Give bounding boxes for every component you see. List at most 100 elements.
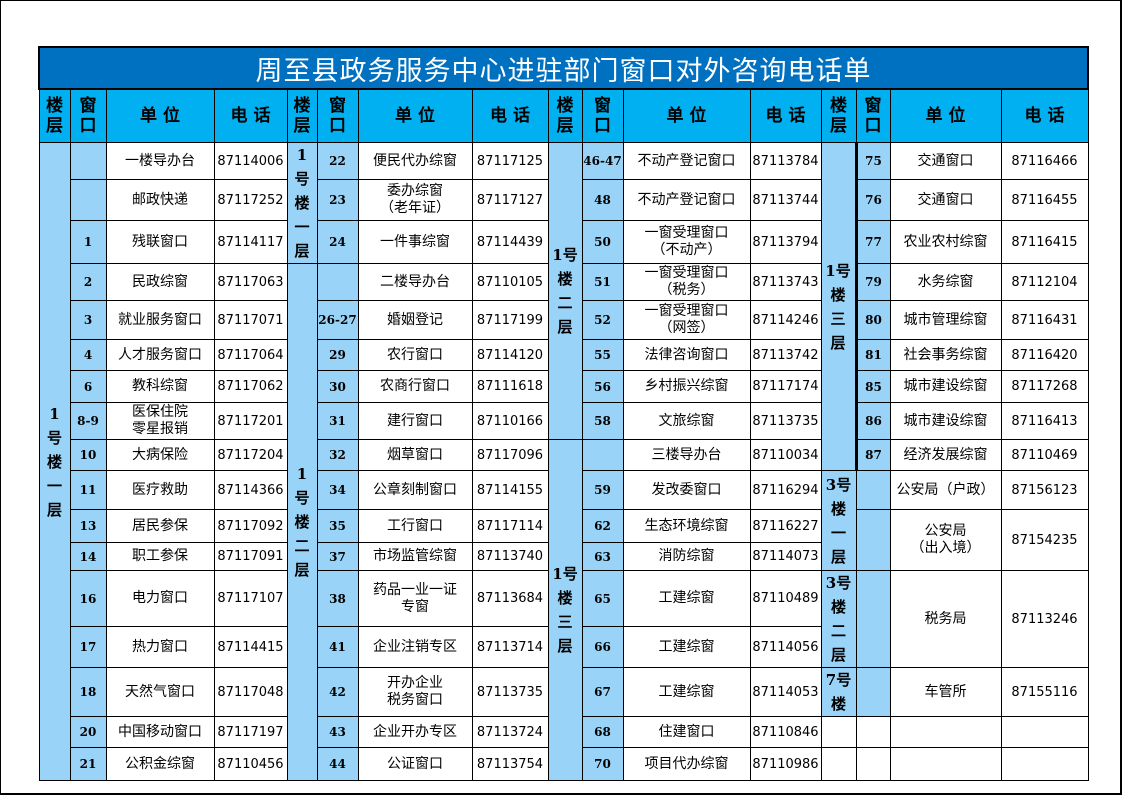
phone-number: 87110489 — [749, 569, 822, 628]
window-number — [855, 747, 891, 781]
table-row: 1号楼一层 一楼导办台 87114006 1号楼一层 22 便民代办综窗 87117125 1… — [38, 141, 1089, 781]
table-row: 18 天然气窗口 87117048 42 开办企业 税务窗口 87113735 67 工建综窗… — [39, 667, 1089, 717]
phone-number: 87110034 — [749, 439, 822, 471]
window-number — [855, 470, 891, 510]
window-number: 76 — [854, 179, 891, 222]
unit-name: 市场监管综窗 — [357, 542, 473, 571]
phone-number: 87116413 — [1000, 402, 1089, 440]
phone-number: 87117125 — [471, 141, 549, 181]
unit-name: 住建窗口 — [622, 716, 751, 748]
phone-number: 87110469 — [1000, 439, 1089, 471]
window-number: 79 — [854, 263, 891, 301]
window-number: 38 — [316, 569, 359, 628]
phone-number — [1000, 747, 1089, 781]
phone-number: 87117174 — [749, 370, 822, 403]
table-row: 6 教科综窗 87117062 30 农商行窗口 87111618 56 乡村振兴综窗 8711… — [39, 370, 1089, 403]
header-phone: 电 话 — [1000, 88, 1089, 143]
unit-name: 天然气窗口 — [105, 667, 215, 717]
header-window: 窗口 — [316, 88, 359, 143]
phone-number: 87113246 — [1000, 570, 1089, 668]
phone-number: 87117127 — [471, 179, 549, 222]
phone-number: 87117092 — [213, 509, 288, 543]
window-number: 70 — [581, 747, 624, 781]
floor-label: 1号楼二层 — [286, 263, 318, 781]
phone-number: 87114056 — [749, 626, 822, 668]
phone-number: 87114053 — [749, 667, 822, 717]
window-number — [855, 509, 891, 571]
window-number: 48 — [581, 179, 624, 222]
phone-number: 87113744 — [749, 179, 822, 222]
table-row: 8-9 医保住院 零星报销 87117201 31 建行窗口 87110166 58 文旅综窗… — [39, 402, 1089, 440]
floor-label: 1号楼一层 — [286, 142, 318, 264]
window-number — [581, 439, 624, 471]
phone-number: 87110986 — [749, 747, 822, 781]
phone-number: 87113754 — [471, 747, 549, 781]
unit-name: 职工参保 — [105, 542, 215, 571]
unit-name: 医疗救助 — [105, 470, 215, 510]
window-number: 6 — [69, 370, 107, 403]
window-number: 35 — [316, 509, 359, 543]
floor-label — [820, 716, 857, 748]
page-title: 周至县政务服务中心进驻部门窗口对外咨询电话单 — [38, 46, 1089, 90]
phone-number: 87110105 — [471, 263, 549, 301]
window-number: 81 — [854, 339, 891, 371]
phone-number: 87116466 — [1000, 141, 1089, 181]
unit-name — [889, 747, 1002, 781]
phone-number: 87110166 — [471, 402, 549, 440]
window-number: 34 — [316, 470, 359, 510]
phone-number: 87113735 — [471, 667, 549, 717]
window-number: 41 — [316, 626, 359, 668]
floor-label: 1号楼三层 — [820, 142, 857, 471]
unit-name: 公积金综窗 — [105, 747, 215, 781]
header-window: 窗口 — [855, 88, 891, 143]
table-row: 邮政快递 87117252 23 委办综窗 （老年证） 87117127 48 不动产登记窗… — [39, 179, 1089, 222]
table-row: 16 电力窗口 87117107 38 药品一业一证 专窗 87113684 65 工建综窗 8… — [39, 569, 1089, 668]
window-number: 10 — [69, 439, 107, 471]
window-number: 75 — [854, 141, 891, 181]
unit-name: 工建综窗 — [622, 569, 751, 628]
phone-number — [1000, 716, 1089, 748]
table-row: 13 居民参保 87117092 35 工行窗口 87117114 62 生态环境综窗 8711… — [39, 509, 1089, 571]
window-number: 66 — [581, 626, 624, 668]
unit-name: 工建综窗 — [622, 626, 751, 668]
header-phone: 电 话 — [749, 88, 822, 143]
window-number: 26-27 — [316, 300, 359, 340]
phone-number: 87116455 — [1000, 179, 1089, 222]
unit-name: 民政综窗 — [105, 263, 215, 301]
phone-number: 87113740 — [471, 542, 549, 571]
floor-label — [820, 747, 857, 781]
window-number: 58 — [581, 402, 624, 440]
unit-name: 交通窗口 — [889, 179, 1002, 222]
window-number: 17 — [69, 626, 107, 668]
window-number: 16 — [69, 569, 107, 628]
floor-label: 1号楼三层 — [547, 439, 583, 781]
phone-number: 87116294 — [749, 470, 822, 510]
phone-number: 87113794 — [749, 220, 822, 264]
phone-number: 87114117 — [213, 220, 288, 264]
unit-name: 工行窗口 — [357, 509, 473, 543]
unit-name: 药品一业一证 专窗 — [357, 569, 473, 628]
unit-name: 城市建设综窗 — [889, 402, 1002, 440]
window-number: 4 — [69, 339, 107, 371]
phone-number: 87117064 — [213, 339, 288, 371]
unit-name: 企业开办专区 — [357, 716, 473, 748]
phone-number: 87117096 — [471, 439, 549, 471]
unit-name: 居民参保 — [105, 509, 215, 543]
unit-name: 乡村振兴综窗 — [622, 370, 751, 403]
phone-number: 87117197 — [213, 716, 288, 748]
unit-name: 经济发展综窗 — [889, 439, 1002, 471]
unit-name: 城市建设综窗 — [889, 370, 1002, 403]
unit-name: 一窗受理窗口 （网签） — [622, 300, 751, 340]
header-window: 窗口 — [69, 88, 107, 143]
unit-name: 不动产登记窗口 — [622, 141, 751, 181]
window-number: 62 — [581, 509, 624, 543]
phone-number: 87117048 — [213, 667, 288, 717]
window-number: 68 — [581, 716, 624, 748]
unit-name: 税务局 — [889, 570, 1002, 668]
unit-name: 公章刻制窗口 — [357, 470, 473, 510]
phone-number: 87117091 — [213, 542, 288, 571]
unit-name — [889, 716, 1002, 748]
unit-name: 医保住院 零星报销 — [105, 402, 215, 440]
unit-name: 水务综窗 — [889, 263, 1002, 301]
